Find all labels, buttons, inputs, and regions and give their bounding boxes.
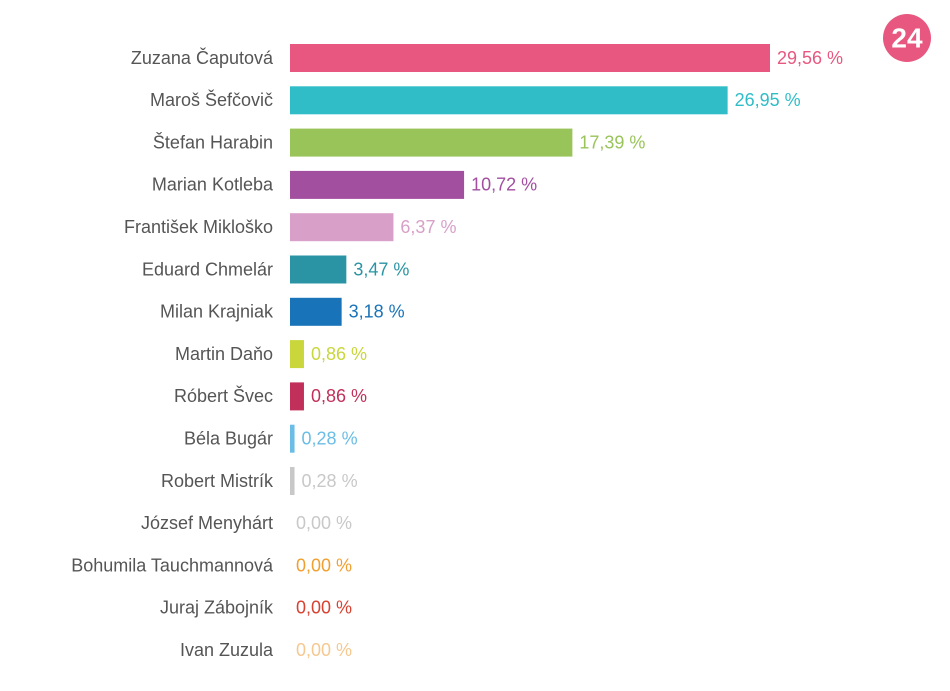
bar [290,467,295,495]
category-label: Robert Mistrík [161,471,274,491]
bar [290,297,342,326]
category-label: Bohumila Tauchmannová [71,555,274,575]
category-label: Eduard Chmelár [142,259,273,279]
value-label: 0,86 % [311,386,367,406]
value-label: 6,37 % [400,217,456,237]
value-label: 0,86 % [311,344,367,364]
logo-text: 24 [891,22,923,53]
value-label: 17,39 % [579,132,645,152]
category-label: Marian Kotleba [152,175,274,195]
bar [290,424,295,453]
bar [290,340,304,369]
category-label: Zuzana Čaputová [131,47,274,68]
category-label: Juraj Zábojník [160,598,274,618]
value-label: 10,72 % [471,175,537,195]
value-label: 0,00 % [296,598,352,618]
value-label: 26,95 % [735,90,801,110]
bar [290,128,573,157]
category-label: József Menyhárt [141,513,273,533]
bar [290,86,728,115]
value-label: 0,00 % [296,513,352,533]
bar [290,382,304,411]
category-label: Róbert Švec [174,385,273,406]
value-label: 0,00 % [296,640,352,660]
category-label: Maroš Šefčovič [150,89,273,110]
category-label: Béla Bugár [184,428,273,448]
value-label: 3,47 % [353,259,409,279]
value-label: 3,18 % [349,302,405,322]
value-label: 0,28 % [302,471,358,491]
category-label: Milan Krajniak [160,302,274,322]
value-label: 0,28 % [302,428,358,448]
category-label: Štefan Harabin [153,131,273,152]
logo [883,14,931,62]
category-label: František Mikloško [124,217,273,237]
bar [290,44,770,72]
bar [290,170,465,199]
bar [290,255,347,284]
bar [290,213,394,242]
value-label: 0,00 % [296,555,352,575]
value-label: 29,56 % [777,48,843,68]
category-label: Ivan Zuzula [180,640,274,660]
category-label: Martin Daňo [175,344,273,364]
